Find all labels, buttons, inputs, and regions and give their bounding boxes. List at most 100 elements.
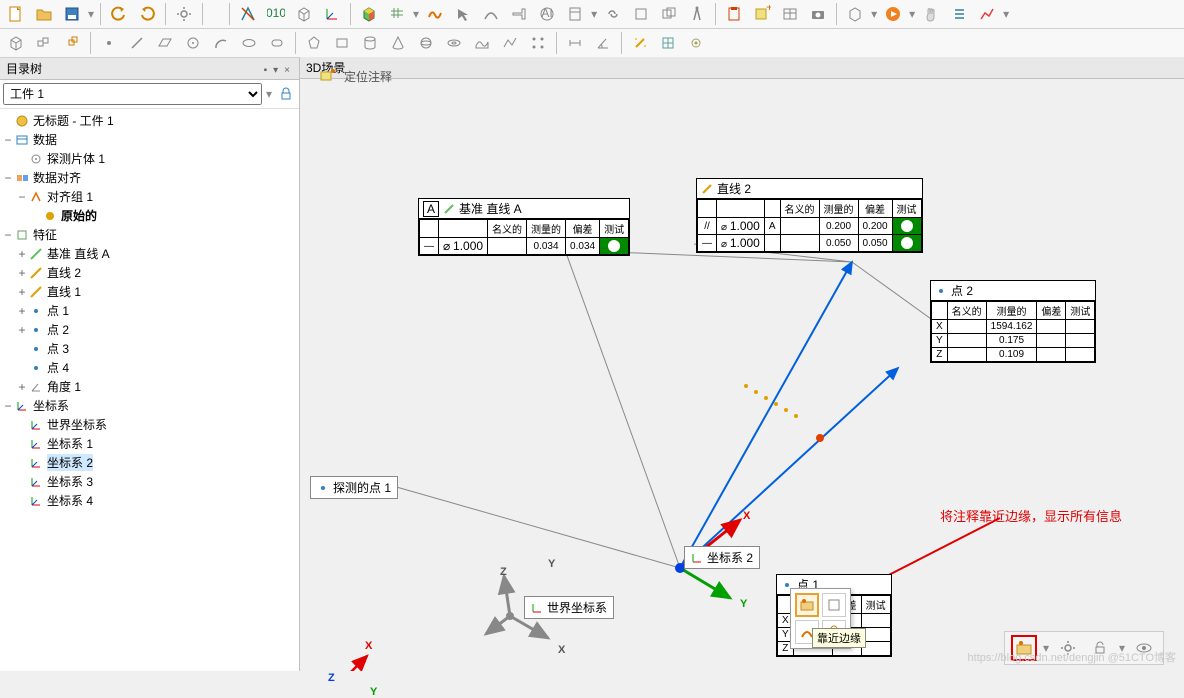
tree-item-19[interactable]: 坐标系 3 xyxy=(0,472,299,491)
shape-angle[interactable] xyxy=(591,31,615,55)
shape-cylinder[interactable] xyxy=(358,31,382,55)
callout-point2[interactable]: 点 2 名义的测量的偏差测试 X1594.162 Y0.175 Z0.109 xyxy=(930,280,1096,363)
tool-list[interactable] xyxy=(947,2,971,26)
axis-y3: Y xyxy=(740,598,747,610)
tool-caliper[interactable] xyxy=(507,2,531,26)
tree-item-15[interactable]: −坐标系 xyxy=(0,396,299,415)
shape-sphere[interactable] xyxy=(414,31,438,55)
shape-rect[interactable] xyxy=(330,31,354,55)
shape-cube[interactable] xyxy=(4,31,28,55)
tree-icon xyxy=(28,493,44,509)
workpiece-select[interactable]: 工件 1 xyxy=(3,83,262,105)
tool-ai[interactable]: AI xyxy=(535,2,559,26)
tool-compass[interactable] xyxy=(685,2,709,26)
undo-button[interactable] xyxy=(107,2,131,26)
tree-item-12[interactable]: 点 3 xyxy=(0,339,299,358)
tree-item-13[interactable]: 点 4 xyxy=(0,358,299,377)
tree-item-10[interactable]: +点 1 xyxy=(0,301,299,320)
tree-item-14[interactable]: +角度 1 xyxy=(0,377,299,396)
shape-polyline[interactable] xyxy=(498,31,522,55)
open-file-button[interactable] xyxy=(32,2,56,26)
tree-item-17[interactable]: 坐标系 1 xyxy=(0,434,299,453)
shape-pattern[interactable] xyxy=(526,31,550,55)
tool-calc[interactable] xyxy=(563,2,587,26)
save-button[interactable] xyxy=(60,2,84,26)
shape-ellipse[interactable] xyxy=(237,31,261,55)
shape-line[interactable] xyxy=(125,31,149,55)
tree-item-16[interactable]: 世界坐标系 xyxy=(0,415,299,434)
tool-cube1[interactable] xyxy=(292,2,316,26)
tool-grid[interactable] xyxy=(385,2,409,26)
tool-note[interactable]: + xyxy=(750,2,774,26)
label-cs2[interactable]: 坐标系 2 xyxy=(684,546,760,569)
shape-torus[interactable] xyxy=(442,31,466,55)
tool-wave[interactable] xyxy=(423,2,447,26)
tree-item-1[interactable]: −数据 xyxy=(0,130,299,149)
shape-poly[interactable] xyxy=(302,31,326,55)
shape-arc[interactable] xyxy=(209,31,233,55)
shape-circle[interactable] xyxy=(181,31,205,55)
tree-icon xyxy=(28,189,44,205)
tree-item-2[interactable]: 探测片体 1 xyxy=(0,149,299,168)
tool-pick[interactable] xyxy=(451,2,475,26)
tree-item-9[interactable]: +直线 1 xyxy=(0,282,299,301)
lock-button[interactable] xyxy=(276,84,296,104)
shape-multi[interactable] xyxy=(32,31,56,55)
tree-item-8[interactable]: +直线 2 xyxy=(0,263,299,282)
tree-item-5[interactable]: 原始的 xyxy=(0,206,299,225)
tool-curve[interactable] xyxy=(479,2,503,26)
callout-datum-a[interactable]: A基准 直线 A 名义的测量的偏差测试 —⌀ 1.0000.0340.034 xyxy=(418,198,630,256)
tree-item-3[interactable]: −数据对齐 xyxy=(0,168,299,187)
tree-item-18[interactable]: 坐标系 2 xyxy=(0,453,299,472)
tool-box3[interactable] xyxy=(657,2,681,26)
dropdown-icon[interactable]: ▾ xyxy=(270,65,281,76)
tool-mesh[interactable] xyxy=(656,31,680,55)
label-world-cs[interactable]: 世界坐标系 xyxy=(524,596,614,619)
tool-box2[interactable] xyxy=(629,2,653,26)
redo-button[interactable] xyxy=(135,2,159,26)
shape-surf[interactable] xyxy=(470,31,494,55)
shape-plane[interactable] xyxy=(153,31,177,55)
tree-icon xyxy=(28,341,44,357)
tool-a[interactable] xyxy=(236,2,260,26)
tool-matrix[interactable]: 010 xyxy=(264,2,288,26)
tree-item-4[interactable]: −对齐组 1 xyxy=(0,187,299,206)
shape-point[interactable] xyxy=(97,31,121,55)
run-button[interactable] xyxy=(881,2,905,26)
tree-item-20[interactable]: 坐标系 4 xyxy=(0,491,299,510)
tree-icon xyxy=(14,398,30,414)
shape-dist[interactable] xyxy=(563,31,587,55)
tool-magic[interactable] xyxy=(628,31,652,55)
tool-clipboard[interactable] xyxy=(722,2,746,26)
tool-link[interactable] xyxy=(601,2,625,26)
tool-hand[interactable] xyxy=(919,2,943,26)
tool-camera[interactable] xyxy=(806,2,830,26)
new-file-button[interactable] xyxy=(4,2,28,26)
tool-cs[interactable] xyxy=(320,2,344,26)
close-icon[interactable]: × xyxy=(281,65,293,76)
tree-item-7[interactable]: +基准 直线 A xyxy=(0,244,299,263)
tool-gear2[interactable] xyxy=(684,31,708,55)
tree-item-6[interactable]: −特征 xyxy=(0,225,299,244)
tree-icon xyxy=(14,227,30,243)
popup-edge-button[interactable] xyxy=(795,593,819,617)
settings-button[interactable] xyxy=(172,2,196,26)
callout-line2[interactable]: 直线 2 名义的测量的偏差测试 //⌀ 1.000A0.2000.200 —⌀ … xyxy=(696,178,923,253)
tree-icon xyxy=(14,170,30,186)
label-probed-point[interactable]: 探测的点 1 xyxy=(310,476,398,499)
scene-3d[interactable]: 3D场景 定位注释 xyxy=(300,58,1184,671)
tool-colorbox[interactable] xyxy=(357,2,381,26)
tree-panel-header: 目录树 ▪▾× xyxy=(0,58,299,80)
tree-icon xyxy=(28,322,44,338)
pin-icon[interactable]: ▪ xyxy=(261,65,271,76)
tool-table[interactable] xyxy=(778,2,802,26)
shape-slot[interactable] xyxy=(265,31,289,55)
popup-btn2[interactable] xyxy=(822,593,846,617)
tree-item-0[interactable]: 无标题 - 工件 1 xyxy=(0,111,299,130)
tool-chart[interactable] xyxy=(975,2,999,26)
tree-item-11[interactable]: +点 2 xyxy=(0,320,299,339)
shape-cone[interactable] xyxy=(386,31,410,55)
feature-tree[interactable]: 无标题 - 工件 1−数据探测片体 1−数据对齐−对齐组 1原始的−特征+基准 … xyxy=(0,109,299,671)
tool-part[interactable] xyxy=(843,2,867,26)
shape-multi2[interactable] xyxy=(60,31,84,55)
